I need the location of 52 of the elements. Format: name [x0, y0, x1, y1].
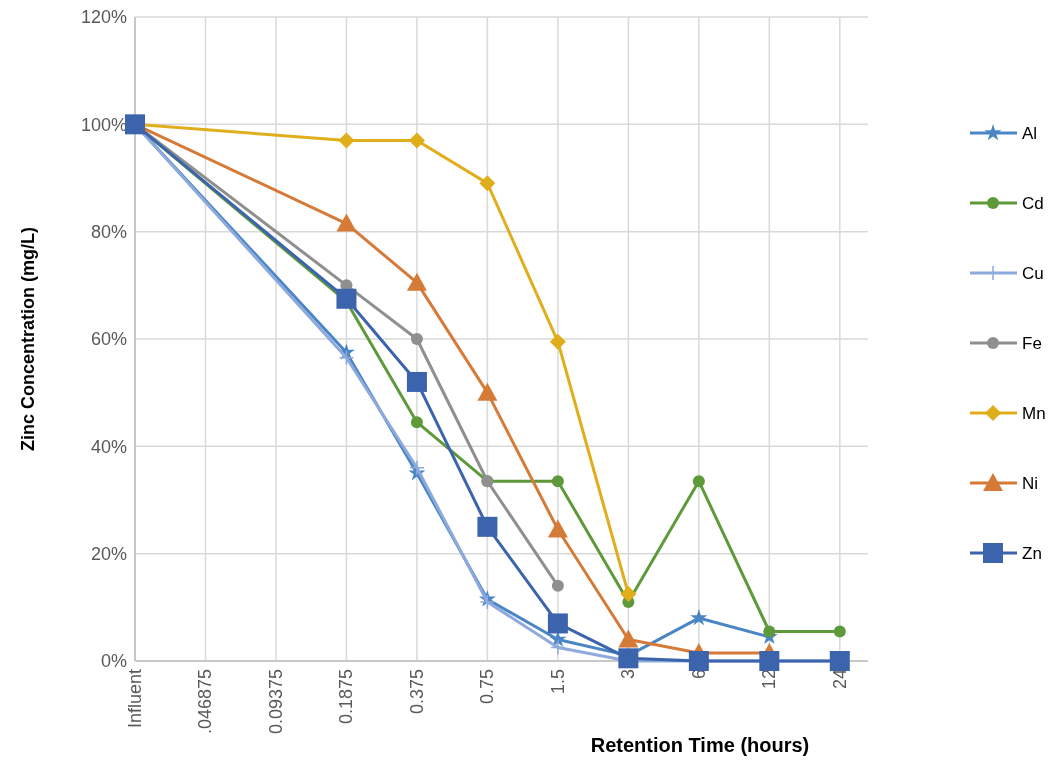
point [833, 625, 846, 638]
y-axis-title: Zinc Concentration (mg/L) [18, 227, 38, 451]
point [550, 639, 566, 656]
point [338, 132, 355, 149]
point [690, 609, 708, 626]
point [547, 613, 568, 634]
x-tick-label: 0.375 [406, 669, 427, 715]
point [618, 629, 639, 648]
point [549, 333, 566, 350]
point [477, 382, 498, 401]
legend-label: Cu [1022, 263, 1044, 283]
y-tick-label: 60% [90, 329, 127, 350]
point [551, 475, 564, 488]
point [410, 333, 423, 345]
x-axis-title: Retention Time (hours) [590, 734, 810, 756]
point [479, 175, 496, 192]
x-tick-label: 24 [829, 669, 850, 690]
x-tick-label: .046875 [195, 669, 216, 735]
point [763, 625, 776, 638]
legend-label: Ni [1022, 473, 1039, 493]
point [618, 648, 639, 669]
x-tick-label: 1.5 [547, 669, 568, 695]
point [551, 579, 564, 592]
point [406, 371, 427, 392]
point [477, 516, 498, 537]
legend-label: Al [1022, 123, 1038, 143]
x-tick-label: 0.09375 [265, 669, 286, 735]
legend-label: Cd [1022, 193, 1044, 213]
y-tick-label: 20% [90, 543, 127, 564]
point [408, 132, 425, 149]
point [409, 460, 425, 476]
point [410, 416, 423, 429]
point [479, 594, 496, 610]
point [406, 272, 427, 291]
legend-label: Fe [1022, 333, 1042, 353]
y-tick-label: 120% [80, 7, 127, 28]
y-tick-label: 40% [90, 436, 127, 457]
y-tick-label: 100% [80, 114, 127, 135]
x-tick-label: 3 [618, 669, 639, 680]
point [336, 288, 357, 309]
x-tick-label: 0.75 [477, 669, 498, 705]
y-tick-label: 80% [90, 221, 127, 242]
legend-label: Mn [1022, 403, 1046, 423]
point [338, 350, 355, 366]
point [547, 519, 568, 538]
point [692, 475, 705, 488]
point [336, 213, 357, 232]
point [620, 585, 637, 602]
x-tick-label: 0.1875 [336, 669, 357, 725]
y-tick-label: 0% [100, 651, 127, 672]
legend-label: Zn [1022, 543, 1042, 563]
x-tick-label: Influent [125, 669, 145, 729]
